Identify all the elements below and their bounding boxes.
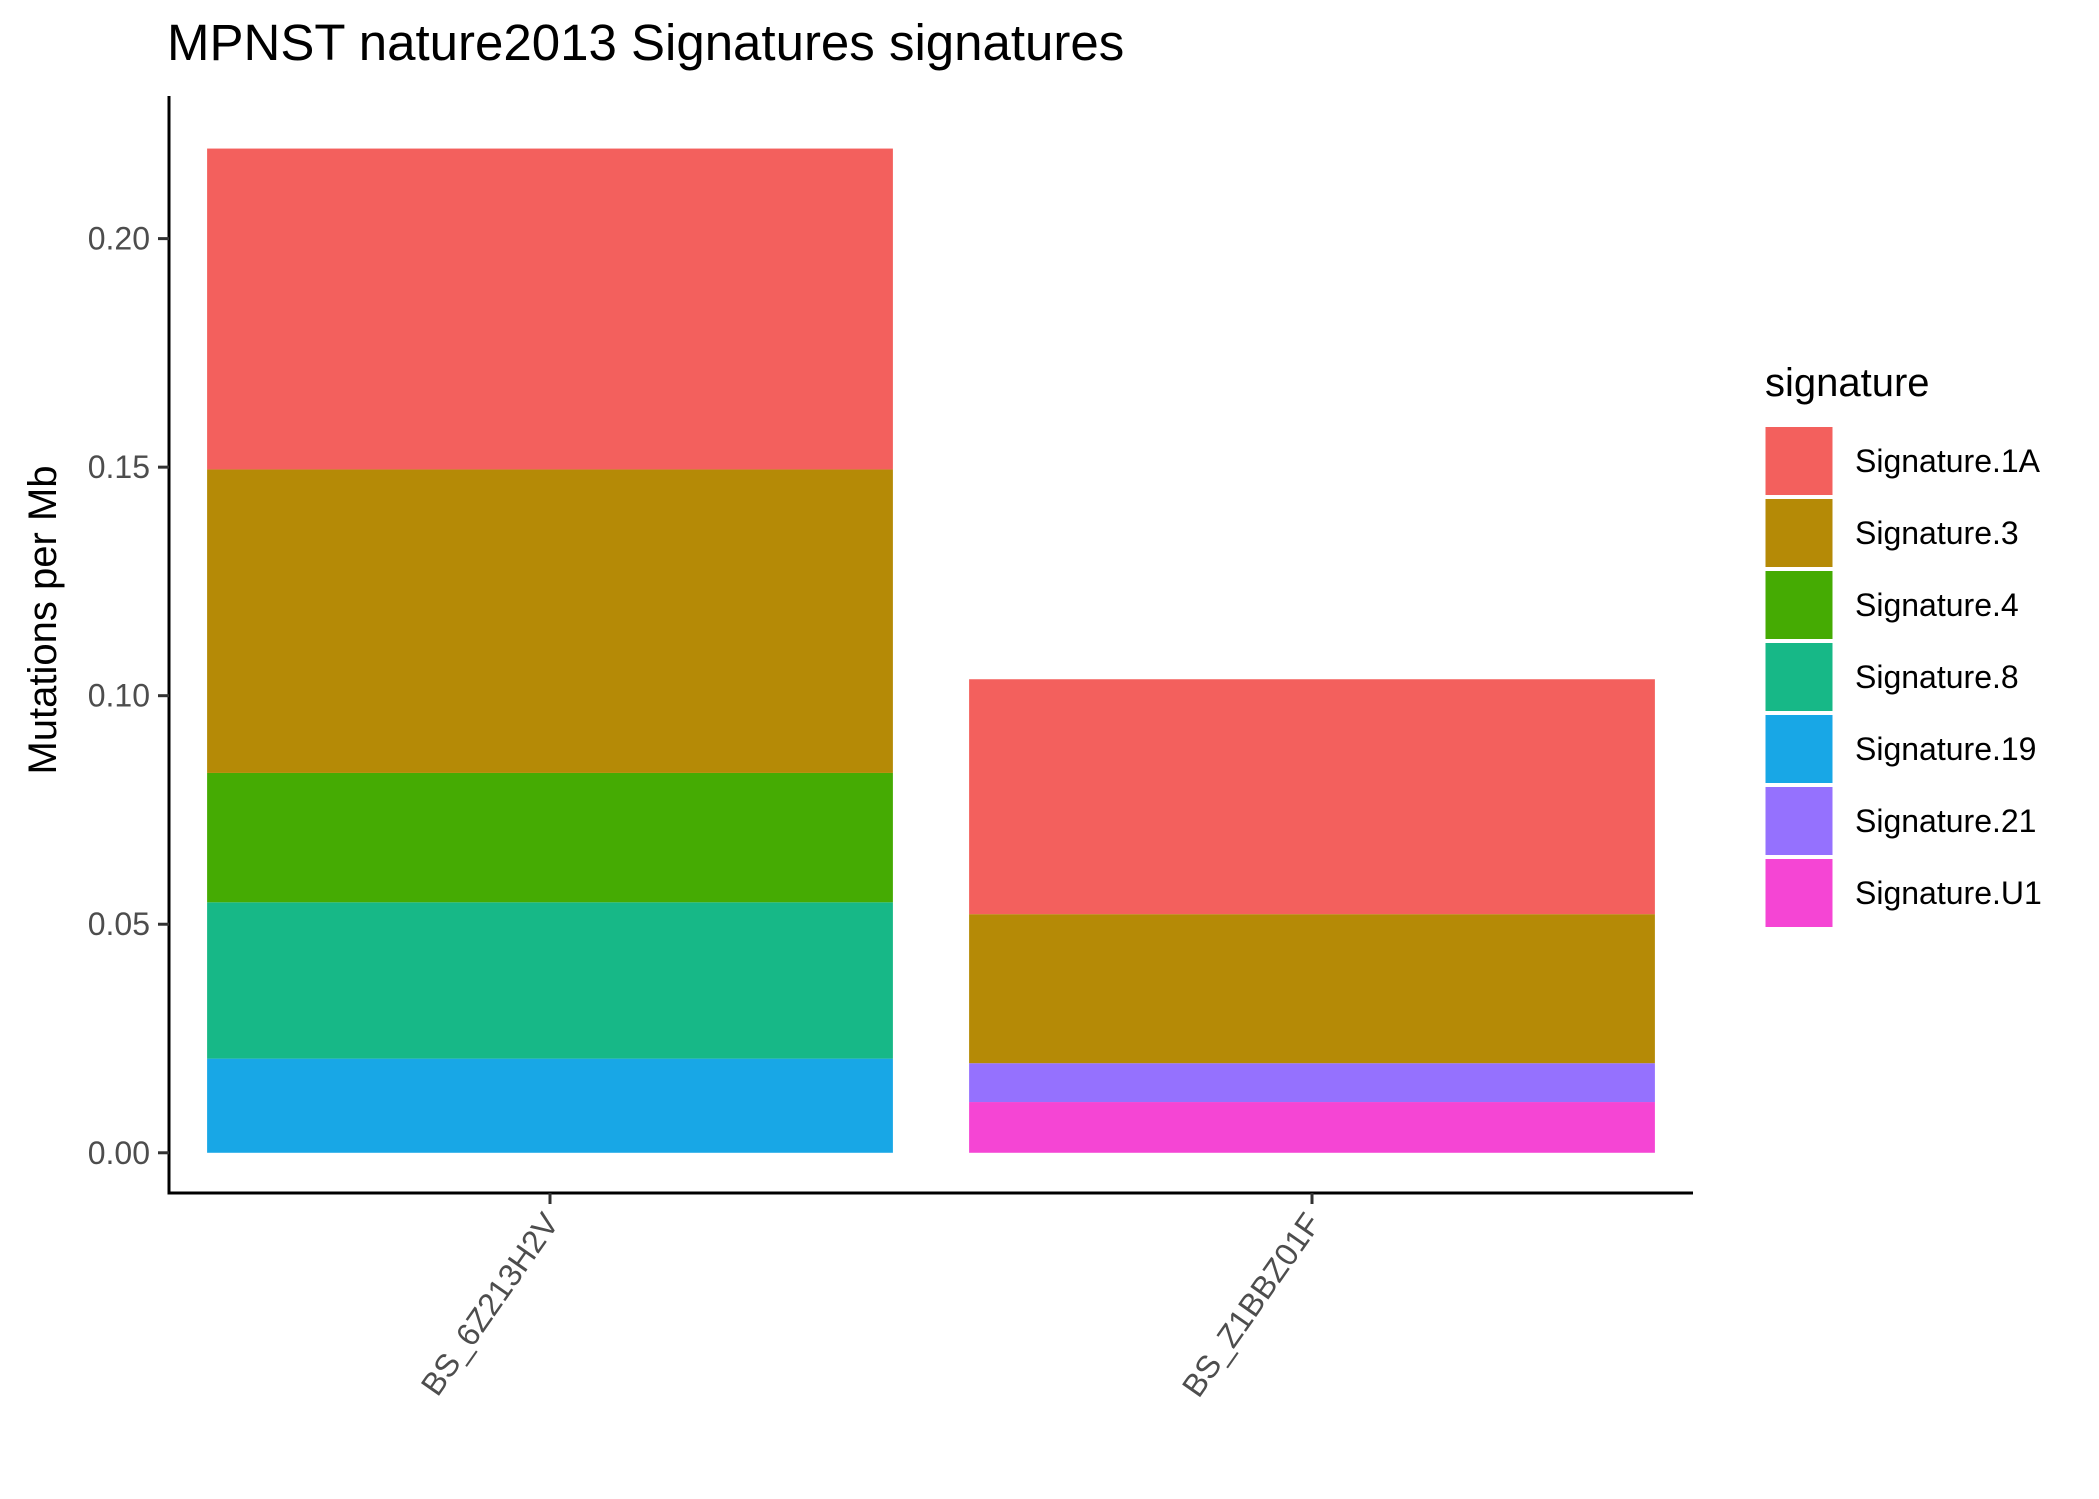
bar-segment [969, 914, 1655, 1064]
legend-key [1764, 858, 1834, 928]
x-tick-label: BS_Z1BBZ01F [1175, 1206, 1328, 1403]
y-tick-label: 0.05 [88, 906, 150, 942]
x-tick-label: BS_6Z213H2V [414, 1206, 566, 1402]
legend-label: Signature.21 [1855, 803, 2036, 839]
bar-segment [207, 148, 893, 470]
legend-key [1764, 426, 1834, 496]
y-axis-title: Mutations per Mb [21, 465, 65, 774]
bar-segment [207, 469, 893, 773]
bar-segment [969, 1063, 1655, 1103]
y-tick-label: 0.20 [88, 221, 150, 257]
legend-label: Signature.4 [1855, 587, 2019, 623]
legend-label: Signature.19 [1855, 731, 2036, 767]
chart-title: MPNST nature2013 Signatures signatures [167, 14, 1124, 71]
y-tick-label: 0.15 [88, 449, 150, 485]
legend-title: signature [1765, 361, 1930, 405]
legend-label: Signature.3 [1855, 515, 2019, 551]
bars-layer [207, 148, 1655, 1153]
legend-key [1764, 498, 1834, 568]
legend-label: Signature.1A [1855, 443, 2041, 479]
y-tick-label: 0.10 [88, 678, 150, 714]
y-tick-label: 0.00 [88, 1135, 150, 1171]
legend-label: Signature.8 [1855, 659, 2019, 695]
bar-segment [207, 902, 893, 1059]
legend: signature Signature.1A Signature.3 Signatu… [1764, 361, 2042, 928]
legend-key [1764, 786, 1834, 856]
bar-segment [207, 1058, 893, 1153]
bar-segment [969, 679, 1655, 915]
legend-label: Signature.U1 [1855, 875, 2042, 911]
legend-key [1764, 642, 1834, 712]
bar-segment [969, 1102, 1655, 1153]
legend-key [1764, 714, 1834, 784]
legend-key [1764, 570, 1834, 640]
bar-segment [207, 772, 893, 903]
